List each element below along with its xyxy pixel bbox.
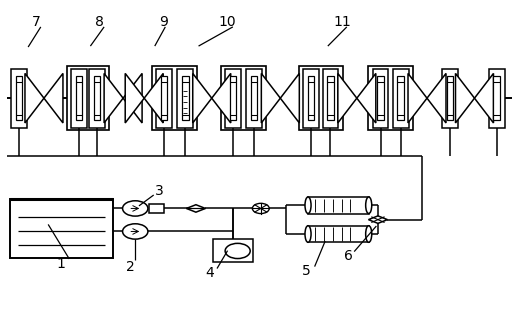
Bar [308, 226, 369, 242]
Circle shape [252, 203, 269, 213]
Bar [303, 69, 319, 128]
Polygon shape [25, 74, 44, 123]
Bar [10, 199, 113, 258]
Polygon shape [455, 74, 475, 123]
Ellipse shape [305, 197, 311, 213]
Text: 3: 3 [154, 184, 163, 198]
Polygon shape [280, 74, 299, 123]
Polygon shape [186, 205, 205, 212]
Bar [397, 76, 404, 120]
Bar [161, 76, 168, 120]
Bar [368, 66, 413, 130]
Bar [442, 69, 458, 128]
Polygon shape [123, 74, 142, 123]
Bar [489, 69, 505, 128]
Polygon shape [408, 74, 427, 123]
Polygon shape [193, 74, 212, 123]
Ellipse shape [366, 197, 372, 213]
Polygon shape [475, 74, 494, 123]
Circle shape [123, 201, 148, 216]
Bar [308, 76, 314, 120]
Bar [308, 197, 369, 213]
Polygon shape [144, 74, 163, 123]
Bar [157, 69, 172, 128]
Polygon shape [261, 74, 280, 123]
Text: 2: 2 [125, 260, 134, 273]
Bar [225, 69, 241, 128]
Bar [327, 76, 334, 120]
Text: 11: 11 [334, 15, 351, 30]
Bar [221, 66, 266, 130]
Bar [393, 69, 408, 128]
Polygon shape [338, 74, 357, 123]
Bar [89, 69, 105, 128]
Text: 1: 1 [57, 257, 66, 271]
Bar [11, 69, 27, 128]
Polygon shape [427, 74, 446, 123]
Text: 4: 4 [206, 266, 215, 280]
Bar [67, 66, 110, 130]
Polygon shape [125, 74, 144, 123]
Ellipse shape [366, 226, 372, 242]
Bar [251, 76, 257, 120]
Bar [71, 69, 87, 128]
Polygon shape [104, 74, 123, 123]
Ellipse shape [305, 226, 311, 242]
Bar [182, 76, 188, 120]
Polygon shape [368, 216, 387, 223]
Bar [299, 66, 343, 130]
Bar [246, 69, 262, 128]
Circle shape [123, 224, 148, 239]
Bar [447, 76, 453, 120]
Polygon shape [44, 74, 63, 123]
Bar [149, 204, 164, 213]
Text: 8: 8 [95, 15, 104, 30]
Bar [177, 69, 193, 128]
Text: 10: 10 [219, 15, 236, 30]
Bar [16, 76, 22, 120]
Text: 6: 6 [344, 249, 353, 264]
Bar [494, 76, 500, 120]
Bar [94, 76, 101, 120]
Bar [230, 76, 236, 120]
Bar [76, 76, 82, 120]
Polygon shape [212, 74, 231, 123]
Polygon shape [357, 74, 376, 123]
Bar [213, 239, 253, 263]
Text: 5: 5 [303, 264, 311, 278]
Text: 9: 9 [159, 15, 168, 30]
Text: 7: 7 [32, 15, 41, 30]
Bar [323, 69, 339, 128]
Circle shape [225, 243, 250, 258]
Bar [377, 76, 384, 120]
Bar [152, 66, 197, 130]
Bar [372, 69, 388, 128]
